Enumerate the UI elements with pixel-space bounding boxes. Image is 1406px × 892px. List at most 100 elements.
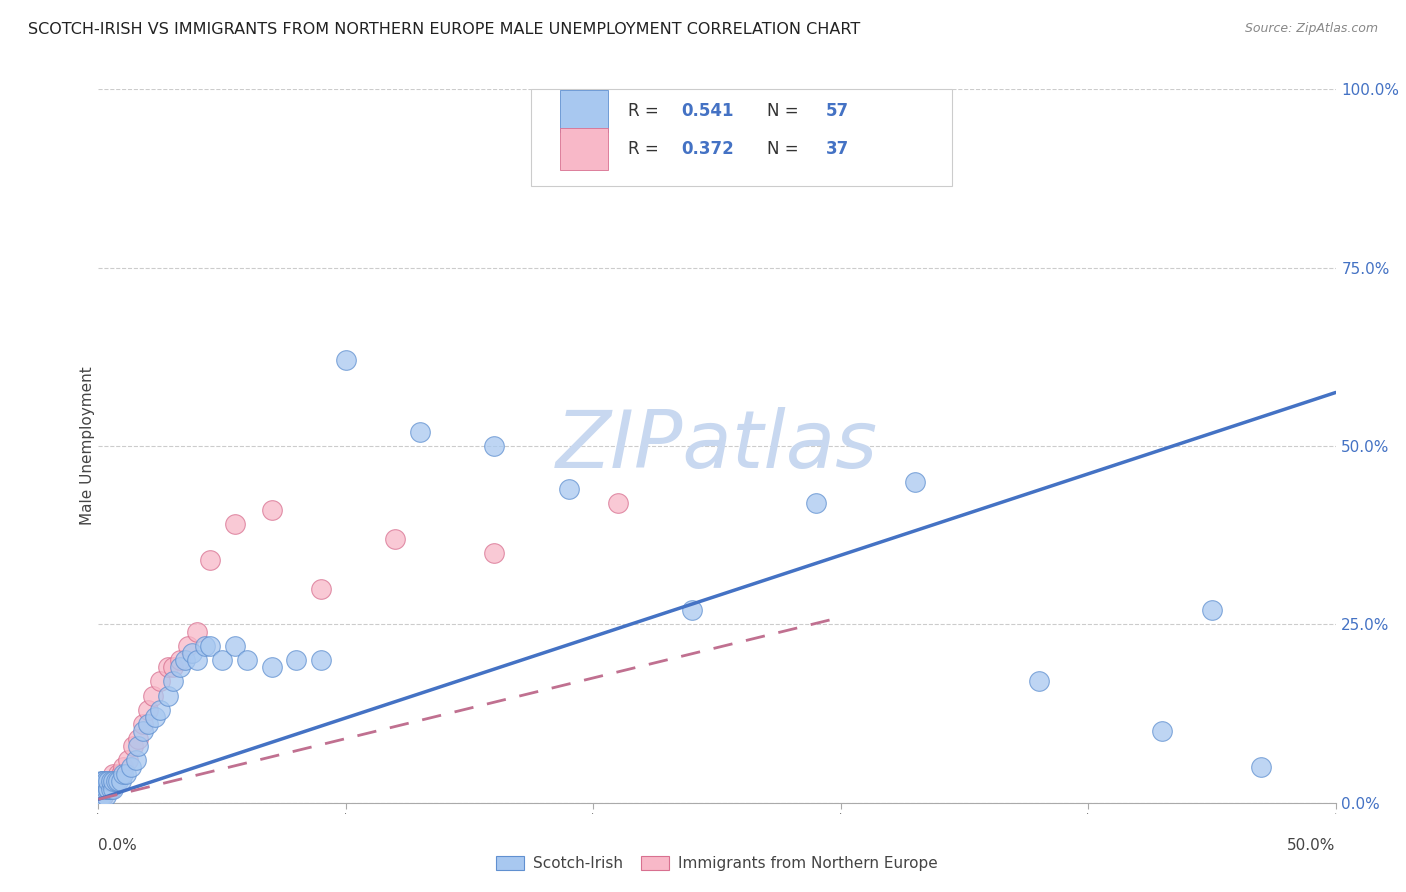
Point [90, 781, 112, 796]
Point [1201, 603, 1223, 617]
Text: 37: 37 [825, 140, 849, 158]
Point [1152, 724, 1174, 739]
Point [136, 703, 159, 717]
Point [156, 689, 179, 703]
Text: SCOTCH-IRISH VS IMMIGRANTS FROM NORTHERN EUROPE MALE UNEMPLOYMENT CORRELATION CH: SCOTCH-IRISH VS IMMIGRANTS FROM NORTHERN… [28, 22, 860, 37]
Point [127, 731, 149, 746]
Point [335, 353, 357, 368]
Point [174, 653, 197, 667]
Point [186, 653, 208, 667]
Point [93, 774, 115, 789]
Point [127, 739, 149, 753]
Point [143, 710, 166, 724]
Point [169, 660, 191, 674]
Point [90, 789, 112, 803]
Point [1250, 760, 1272, 774]
Point [194, 639, 217, 653]
Point [100, 781, 122, 796]
Point [90, 781, 112, 796]
Point [93, 789, 115, 803]
Point [110, 774, 132, 789]
Point [97, 781, 120, 796]
Point [149, 674, 172, 689]
Point [97, 774, 120, 789]
Point [156, 660, 179, 674]
Point [224, 517, 246, 532]
Point [94, 774, 117, 789]
Text: 50.0%: 50.0% [1288, 838, 1336, 854]
Point [169, 653, 191, 667]
Point [100, 774, 122, 789]
Point [90, 781, 112, 796]
Point [260, 660, 283, 674]
Point [224, 639, 246, 653]
Point [124, 753, 146, 767]
Point [162, 674, 184, 689]
Text: 0.372: 0.372 [681, 140, 734, 158]
Point [484, 546, 506, 560]
Text: ZIPatlas: ZIPatlas [555, 407, 879, 485]
Point [198, 553, 221, 567]
Point [90, 789, 112, 803]
Point [104, 774, 127, 789]
Point [103, 774, 125, 789]
Point [103, 781, 125, 796]
Point [110, 767, 132, 781]
Point [186, 624, 208, 639]
Point [107, 774, 129, 789]
Point [904, 475, 927, 489]
Point [198, 639, 221, 653]
Text: R =: R = [628, 140, 664, 158]
Text: 0.0%: 0.0% [98, 838, 138, 854]
Text: N =: N = [766, 140, 803, 158]
Point [97, 781, 120, 796]
Point [97, 774, 120, 789]
FancyBboxPatch shape [560, 128, 609, 170]
Point [103, 774, 125, 789]
Point [142, 689, 165, 703]
Point [1028, 674, 1050, 689]
FancyBboxPatch shape [560, 90, 609, 132]
Point [93, 774, 115, 789]
Point [409, 425, 432, 439]
Point [309, 653, 332, 667]
Point [90, 789, 112, 803]
Point [309, 582, 332, 596]
Point [557, 482, 579, 496]
Point [122, 739, 145, 753]
Point [93, 774, 115, 789]
Point [90, 774, 112, 789]
Point [104, 774, 127, 789]
Point [181, 646, 204, 660]
Point [94, 789, 117, 803]
Point [681, 603, 703, 617]
Legend: Scotch-Irish, Immigrants from Northern Europe: Scotch-Irish, Immigrants from Northern E… [491, 850, 943, 877]
Point [120, 760, 142, 774]
Text: R =: R = [628, 103, 664, 120]
Point [260, 503, 283, 517]
Point [236, 653, 259, 667]
Point [384, 532, 406, 546]
Point [100, 781, 122, 796]
Point [176, 639, 198, 653]
Point [112, 767, 135, 781]
Point [285, 653, 308, 667]
Point [112, 760, 135, 774]
Point [107, 767, 129, 781]
Point [94, 781, 117, 796]
Point [100, 774, 122, 789]
Point [94, 774, 117, 789]
Point [114, 767, 136, 781]
Point [132, 717, 155, 731]
Point [132, 724, 155, 739]
Text: N =: N = [766, 103, 803, 120]
Text: 0.541: 0.541 [681, 103, 734, 120]
Point [211, 653, 233, 667]
Point [136, 717, 159, 731]
Point [804, 496, 827, 510]
Text: Source: ZipAtlas.com: Source: ZipAtlas.com [1244, 22, 1378, 36]
Y-axis label: Male Unemployment: Male Unemployment [80, 367, 94, 525]
Point [94, 781, 117, 796]
Point [97, 781, 120, 796]
Point [93, 781, 115, 796]
